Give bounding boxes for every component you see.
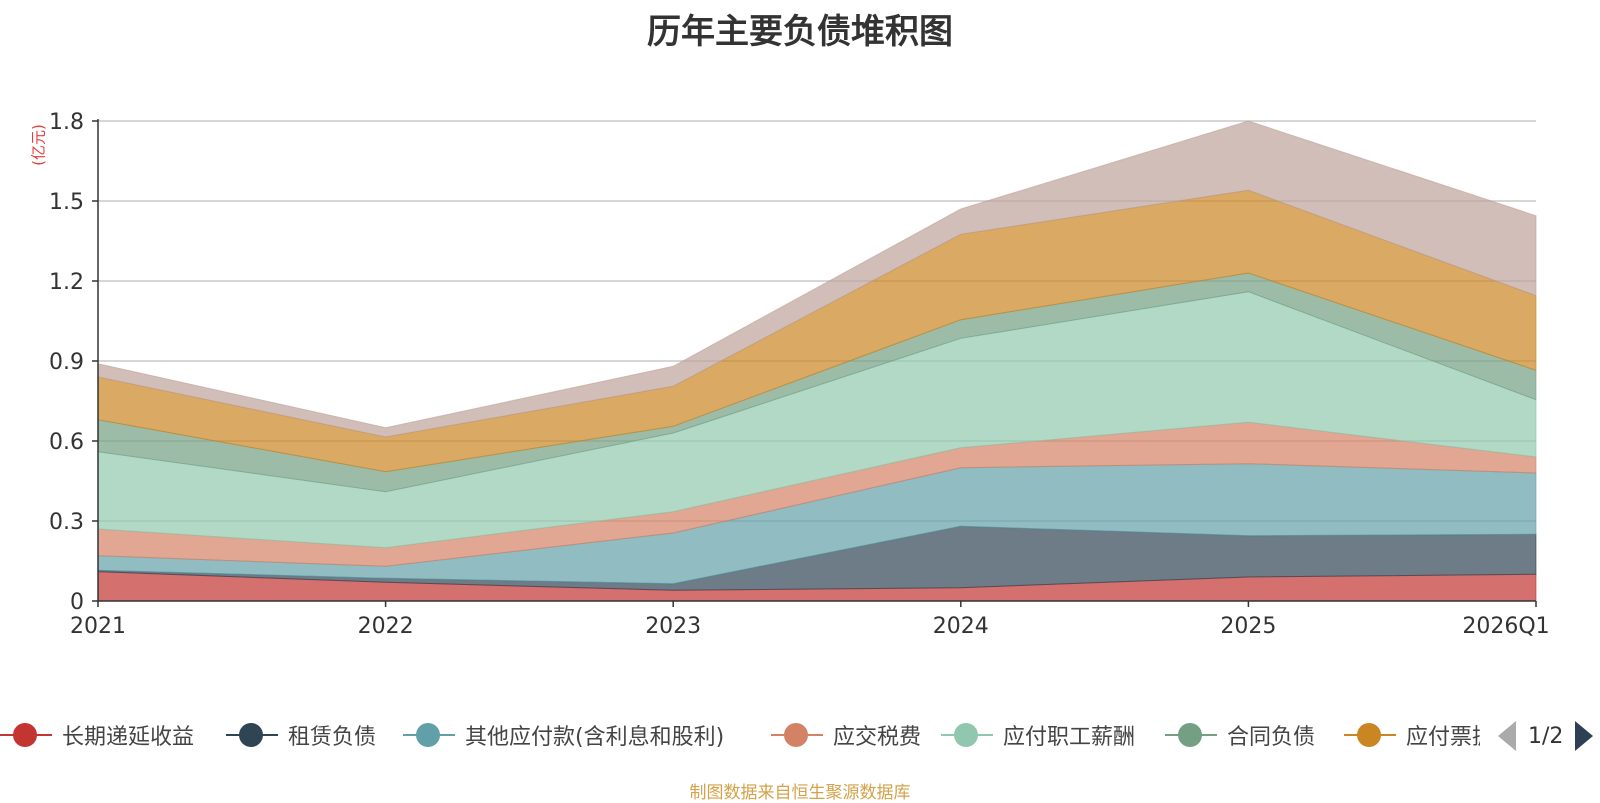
legend-item[interactable]: 应交税费 xyxy=(771,715,921,755)
legend-page-indicator: 1/2 xyxy=(1528,723,1564,749)
legend-label: 应交税费 xyxy=(833,725,922,750)
y-tick-label: 1.8 xyxy=(49,110,84,135)
y-tick-label: 0 xyxy=(70,590,84,615)
x-tick-label: 2021 xyxy=(70,614,126,639)
x-tick-label: 2023 xyxy=(645,614,701,639)
y-tick-label: 1.2 xyxy=(49,270,84,295)
legend-marker-icon xyxy=(771,720,823,750)
x-tick-label: 2025 xyxy=(1220,614,1276,639)
legend-marker-icon xyxy=(941,720,993,750)
stacked-areas xyxy=(97,120,1537,602)
legend-item[interactable]: 合同负债 xyxy=(1165,715,1315,755)
legend-item[interactable]: 其他应付款(含利息和股利) xyxy=(403,715,724,755)
chart-canvas: 0 0.3 0.6 0.9 1.2 1.5 1.8 2021 2022 2023 2024 2025 2… xyxy=(49,110,1550,639)
legend-label: 合同负债 xyxy=(1227,725,1316,750)
y-tick-label: 0.6 xyxy=(49,430,84,455)
legend-label: 租赁负债 xyxy=(288,725,377,750)
y-tick-label: 1.5 xyxy=(49,190,84,215)
legend-prev-icon[interactable] xyxy=(1498,721,1516,751)
legend-label: 应付职工薪酬 xyxy=(1003,725,1136,750)
legend-label: 其他应付款(含利息和股利) xyxy=(465,725,725,750)
x-tick-label: 2026Q1 xyxy=(1462,614,1549,639)
area-series xyxy=(97,120,1537,438)
legend-pager: 1/2 xyxy=(1498,718,1600,754)
legend-item[interactable]: 租赁负债 xyxy=(226,715,376,755)
legend-item[interactable]: 应付职工薪酬 xyxy=(941,715,1135,755)
legend-marker-icon xyxy=(226,720,278,750)
y-tick-label: 0.9 xyxy=(49,350,84,375)
legend-marker-icon xyxy=(0,720,52,750)
x-tick-label: 2024 xyxy=(933,614,989,639)
legend-next-icon[interactable] xyxy=(1575,721,1594,751)
chart-title: 历年主要负债堆积图 xyxy=(647,12,953,52)
data-source-note: 制图数据来自恒生聚源数据库 xyxy=(689,783,911,803)
legend-item[interactable]: 应付票据 xyxy=(1344,715,1480,755)
legend-marker-icon xyxy=(1165,720,1217,750)
legend: 长期递延收益 租赁负债 其他应付款(含利息和股利) 应交税费 应付职工薪酬 合同负债 应付票… xyxy=(0,715,1480,755)
legend-item[interactable]: 长期递延收益 xyxy=(0,715,194,755)
legend-marker-icon xyxy=(403,720,455,750)
y-tick-label: 0.3 xyxy=(49,510,84,535)
legend-marker-icon xyxy=(1344,720,1396,750)
axes xyxy=(92,119,1537,607)
x-tick-label: 2022 xyxy=(358,614,414,639)
tick-labels: 0 0.3 0.6 0.9 1.2 1.5 1.8 2021 2022 2023 2024 2025 2… xyxy=(49,110,1550,639)
legend-label: 长期递延收益 xyxy=(62,725,195,750)
legend-label: 应付票据 xyxy=(1406,725,1480,750)
